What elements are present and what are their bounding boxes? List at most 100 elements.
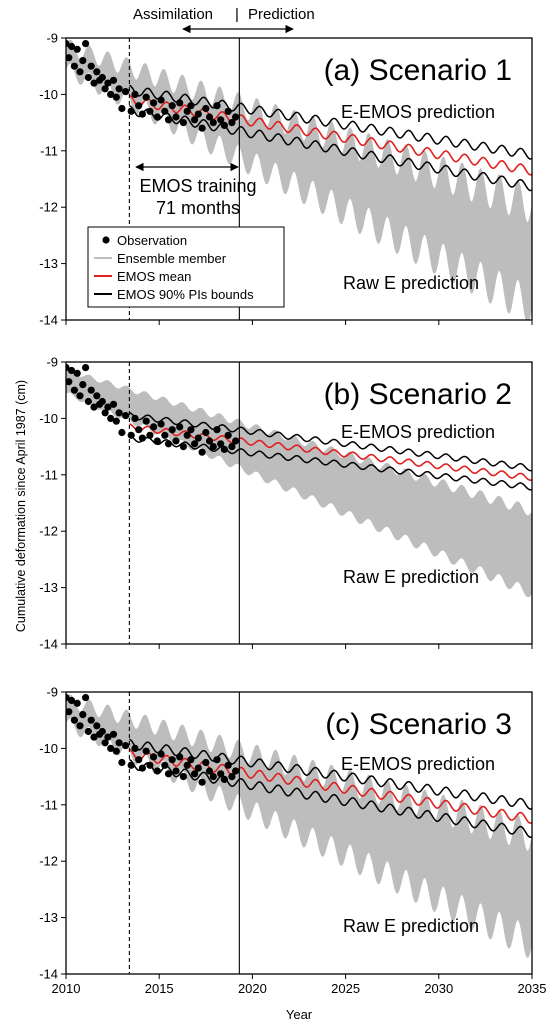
observation-point	[183, 431, 191, 439]
observation-point	[90, 403, 98, 411]
observation-point	[98, 727, 106, 736]
observation-point	[115, 409, 123, 417]
observation-point	[187, 426, 195, 434]
plot-area	[66, 39, 532, 320]
observation-point	[84, 397, 92, 406]
observation-point	[205, 767, 214, 775]
y-tick-label: -11	[40, 467, 58, 482]
observation-point	[127, 431, 135, 439]
observation-point	[107, 90, 115, 98]
observation-point	[179, 773, 187, 781]
observation-point	[68, 696, 76, 705]
observation-point	[138, 110, 146, 118]
panel-scenario-2: -9 -10 -11 -12 -13 -14 (b) Scenario 2 E-EMOS pr…	[39, 355, 533, 652]
observation-point	[150, 423, 158, 431]
plot-frame	[65, 361, 533, 645]
observation-point	[179, 443, 187, 451]
observation-point	[109, 730, 118, 738]
y-tick-label: -9	[46, 355, 58, 370]
annotation-raw-e: Raw E prediction	[343, 916, 479, 936]
observation-point	[146, 431, 154, 439]
observation-point	[172, 767, 180, 775]
pi-lower-bound-line	[129, 758, 532, 838]
observation-point	[87, 386, 95, 394]
observation-point	[194, 110, 202, 118]
y-tick-label: -13	[39, 256, 58, 271]
observation-point	[118, 428, 126, 437]
observation-point	[107, 744, 115, 753]
observation-point	[79, 57, 87, 65]
plot-area	[66, 694, 532, 958]
y-tick-label: -12	[39, 200, 58, 215]
observation-point	[82, 694, 90, 702]
y-tick-label: -10	[39, 741, 58, 756]
observation-point	[157, 750, 165, 758]
observation-point	[176, 99, 184, 107]
observation-point	[205, 437, 214, 445]
observation-point	[118, 104, 126, 113]
observation-point	[87, 62, 95, 70]
pi-lower-bound-line	[129, 434, 532, 491]
training-label-line1: EMOS training	[139, 176, 256, 196]
observation-point	[93, 68, 101, 76]
observation-point	[176, 753, 184, 761]
annotation-e-emos: E-EMOS prediction	[341, 102, 495, 122]
observation-point	[198, 778, 206, 786]
observation-point	[122, 742, 130, 750]
observation-point	[127, 107, 135, 115]
observation-point	[150, 99, 158, 107]
observation-point	[153, 437, 161, 445]
observation-point	[217, 770, 225, 778]
y-tick-label: -9	[46, 685, 58, 700]
observation-point	[66, 378, 73, 386]
observation-point	[104, 403, 112, 411]
legend: Observation Ensemble member EMOS mean EM…	[87, 226, 285, 308]
annotation-raw-e: Raw E prediction	[343, 273, 479, 293]
observation-point	[82, 364, 90, 372]
y-tick-label: -11	[40, 797, 58, 812]
observation-point	[93, 722, 101, 730]
observation-point	[179, 119, 187, 127]
x-tick-label: 2025	[331, 981, 360, 996]
observation-point	[176, 423, 184, 431]
observation-point	[161, 761, 169, 769]
observation-point	[228, 773, 236, 781]
observation-point	[138, 764, 146, 772]
pi-upper-bound-line	[129, 738, 532, 810]
legend-box	[87, 226, 285, 308]
observation-point	[224, 761, 232, 769]
annotation-raw-e: Raw E prediction	[343, 567, 479, 587]
observation-point	[150, 753, 158, 761]
observation-point	[135, 756, 143, 764]
observation-point	[209, 443, 217, 451]
x-tick-label: 2030	[424, 981, 453, 996]
observation-point	[66, 708, 73, 716]
observation-point	[98, 73, 106, 82]
observation-point	[101, 409, 109, 417]
legend-item-emos-mean: EMOS mean	[117, 269, 191, 284]
observation-point	[224, 431, 232, 439]
observation-point	[153, 767, 161, 775]
legend-observation-marker	[102, 236, 110, 244]
observation-point	[161, 431, 169, 439]
observation-point	[191, 770, 199, 778]
observation-point	[213, 102, 221, 110]
x-tick-label: 2010	[52, 981, 81, 996]
observation-point	[232, 767, 240, 775]
observation-point	[183, 761, 191, 769]
observation-point	[153, 113, 161, 121]
y-tick-label: -12	[39, 524, 58, 539]
panel-title: (b) Scenario 2	[324, 378, 512, 411]
observation-point	[73, 369, 81, 377]
observation-point	[135, 426, 143, 434]
observation-point	[187, 102, 195, 110]
header-prediction: Prediction	[248, 6, 315, 23]
observation-point	[101, 739, 109, 747]
plot-area	[66, 364, 532, 598]
observation-point	[70, 386, 78, 394]
observation-point	[157, 96, 165, 104]
observation-point	[213, 426, 221, 434]
observation-point	[135, 102, 143, 110]
observation-point	[168, 756, 176, 764]
observation-point	[109, 76, 118, 84]
